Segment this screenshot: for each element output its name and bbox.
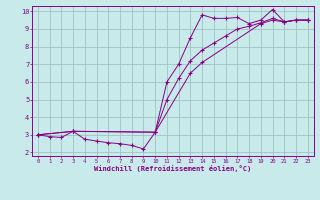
X-axis label: Windchill (Refroidissement éolien,°C): Windchill (Refroidissement éolien,°C) [94, 165, 252, 172]
